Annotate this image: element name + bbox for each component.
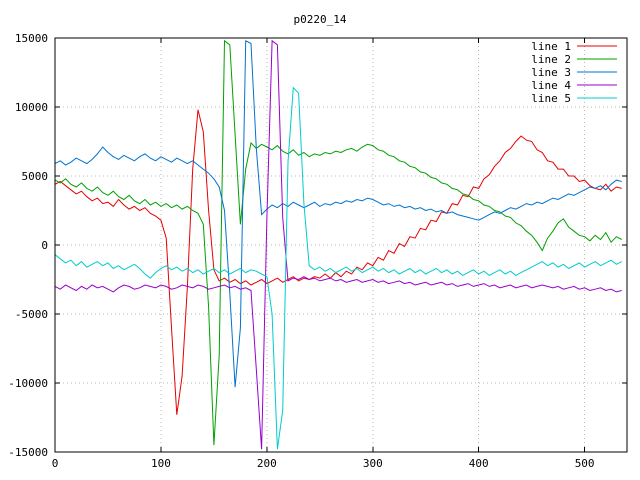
plot-series: [55, 39, 622, 450]
series-line-1: [55, 109, 622, 415]
legend-label: line 3: [531, 66, 571, 79]
series-line-5: [55, 86, 622, 450]
y-axis-tick-label: -10000: [8, 377, 48, 390]
series-line-3: [55, 39, 622, 388]
chart-title: p0220_14: [293, 13, 347, 26]
x-axis-tick-label: 500: [575, 457, 595, 470]
x-axis-tick-label: 300: [363, 457, 383, 470]
series-line-4: [55, 39, 622, 450]
series-line-2: [55, 39, 622, 446]
y-axis-tick-label: 5000: [22, 170, 49, 183]
legend-label: line 2: [531, 53, 571, 66]
y-axis-tick-label: 10000: [15, 101, 48, 114]
x-axis-tick-label: 200: [257, 457, 277, 470]
axis-ticks: [54, 37, 627, 453]
legend-label: line 1: [531, 40, 571, 53]
y-axis-tick-label: -15000: [8, 446, 48, 459]
y-axis-tick-label: -5000: [15, 308, 48, 321]
x-axis-tick-label: 400: [469, 457, 489, 470]
axis-labels: 0 100 200 300 400 500 -15000 -10000 -5000 0 5000 10…: [8, 32, 594, 470]
legend-label: line 4: [531, 79, 571, 92]
y-axis-tick-label: 0: [41, 239, 48, 252]
x-axis-tick-label: 0: [52, 457, 59, 470]
x-axis-tick-label: 100: [151, 457, 171, 470]
legend-label: line 5: [531, 92, 571, 105]
y-axis-tick-label: 15000: [15, 32, 48, 45]
